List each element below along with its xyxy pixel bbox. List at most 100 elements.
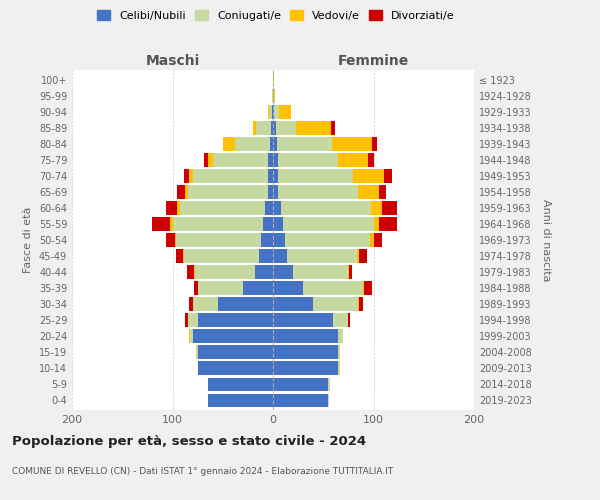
Bar (328, 378, 330, 391)
Bar (368, 153, 373, 166)
Bar (193, 330, 273, 343)
Y-axis label: Fasce di età: Fasce di età (23, 207, 33, 273)
Bar (278, 153, 338, 166)
Bar (176, 201, 179, 214)
Bar (253, 121, 256, 134)
Bar (303, 282, 364, 295)
Bar (379, 185, 386, 198)
Bar (359, 249, 367, 263)
Bar (273, 330, 338, 343)
Bar (313, 298, 358, 311)
Bar (188, 169, 193, 182)
Bar (197, 282, 243, 295)
Bar (379, 217, 397, 231)
Bar (269, 105, 272, 118)
Bar (273, 314, 334, 327)
Bar (188, 298, 193, 311)
Legend: Celibi/Nubili, Coniugati/e, Vedovi/e, Divorziati/e: Celibi/Nubili, Coniugati/e, Vedovi/e, Di… (93, 6, 459, 25)
Bar (332, 137, 373, 150)
Bar (273, 266, 293, 279)
Bar (273, 282, 303, 295)
Bar (331, 121, 335, 134)
Bar (285, 233, 370, 247)
Bar (382, 201, 397, 214)
Bar (268, 105, 269, 118)
Bar (273, 201, 281, 214)
Bar (268, 169, 273, 182)
Bar (193, 298, 218, 311)
Bar (293, 266, 349, 279)
Bar (185, 185, 188, 198)
Bar (371, 201, 382, 214)
Bar (182, 249, 184, 263)
Bar (273, 217, 283, 231)
Bar (176, 185, 185, 198)
Bar (213, 153, 268, 166)
Bar (263, 217, 273, 231)
Bar (349, 314, 350, 327)
Bar (373, 217, 379, 231)
Bar (265, 201, 273, 214)
Bar (373, 233, 382, 247)
Bar (338, 362, 340, 375)
Bar (373, 137, 377, 150)
Bar (273, 233, 285, 247)
Text: COMUNE DI REVELLO (CN) - Dati ISTAT 1° gennaio 2024 - Elaborazione TUTTITALIA.IT: COMUNE DI REVELLO (CN) - Dati ISTAT 1° g… (12, 468, 393, 476)
Bar (188, 185, 268, 198)
Bar (276, 121, 296, 134)
Bar (273, 362, 338, 375)
Bar (273, 249, 287, 263)
Bar (270, 137, 273, 150)
Bar (338, 330, 343, 343)
Bar (296, 121, 331, 134)
Bar (278, 185, 358, 198)
Bar (273, 298, 313, 311)
Bar (273, 378, 328, 391)
Bar (359, 298, 364, 311)
Bar (255, 266, 273, 279)
Bar (287, 249, 358, 263)
Bar (256, 121, 271, 134)
Bar (185, 314, 188, 327)
Bar (166, 201, 176, 214)
Bar (194, 282, 197, 295)
Text: Maschi: Maschi (145, 54, 200, 68)
Bar (175, 233, 176, 247)
Bar (208, 153, 212, 166)
Text: Femmine: Femmine (338, 54, 409, 68)
Bar (273, 73, 274, 86)
Bar (218, 298, 273, 311)
Bar (273, 169, 278, 182)
Bar (235, 137, 270, 150)
Bar (223, 137, 235, 150)
Bar (273, 185, 278, 198)
Bar (268, 185, 273, 198)
Bar (328, 394, 329, 407)
Bar (193, 169, 268, 182)
Bar (203, 153, 208, 166)
Bar (208, 378, 273, 391)
Bar (166, 233, 175, 247)
Bar (179, 201, 265, 214)
Bar (184, 249, 259, 263)
Bar (176, 233, 261, 247)
Bar (194, 266, 255, 279)
Bar (196, 346, 197, 359)
Bar (184, 169, 188, 182)
Bar (170, 217, 173, 231)
Bar (278, 169, 353, 182)
Bar (190, 330, 193, 343)
Bar (358, 298, 359, 311)
Bar (273, 137, 277, 150)
Bar (358, 185, 379, 198)
Bar (353, 169, 383, 182)
Bar (271, 121, 273, 134)
Bar (281, 201, 371, 214)
Bar (273, 346, 338, 359)
Bar (173, 217, 263, 231)
Bar (273, 121, 276, 134)
Bar (197, 346, 273, 359)
Bar (273, 105, 274, 118)
Bar (272, 89, 273, 102)
Bar (283, 217, 373, 231)
